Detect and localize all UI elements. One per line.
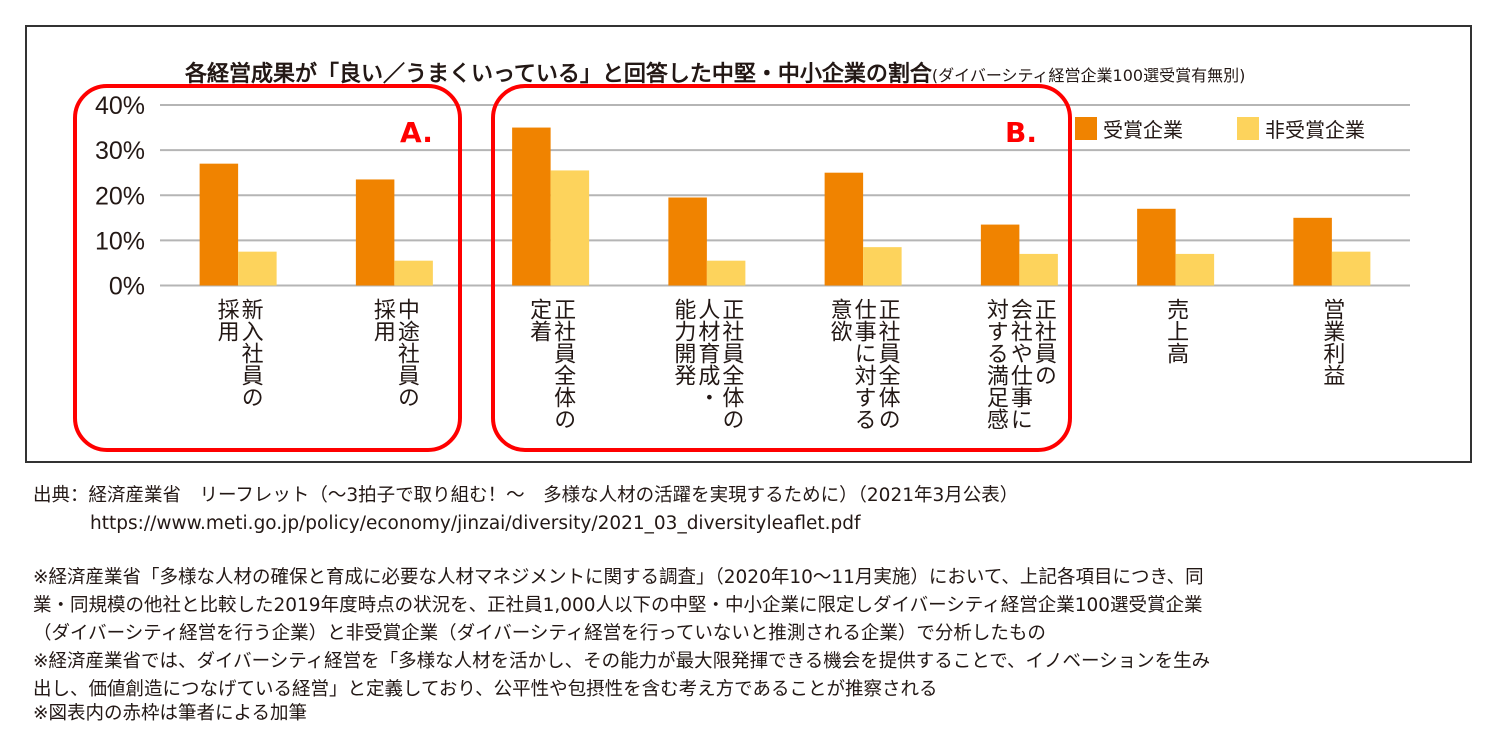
bar-non-award bbox=[1175, 253, 1215, 286]
legend-label: 非受賞企業 bbox=[1265, 118, 1365, 142]
x-category-label: 正社員全体の bbox=[875, 298, 901, 430]
note-3: （ダイバーシティ経営を行う企業）と非受賞企業（ダイバーシティ経営を行っていないと… bbox=[33, 623, 1046, 644]
x-category-label: 会社や仕事に bbox=[1007, 298, 1033, 430]
y-tick-label: 30% bbox=[95, 137, 145, 165]
bar-non-award bbox=[238, 251, 277, 286]
y-tick-label: 40% bbox=[95, 92, 145, 120]
note-5: 出し、価値創造につなげている経営」と定義しており、公平性や包摂性を含む考え方であ… bbox=[33, 679, 938, 700]
x-category-label: 営業利益 bbox=[1319, 298, 1345, 386]
annotation-label: A. bbox=[400, 116, 433, 149]
bar-award bbox=[355, 179, 395, 286]
bar-non-award bbox=[706, 260, 746, 286]
x-category-label: 能力開発 bbox=[670, 298, 696, 386]
bar-award bbox=[668, 197, 707, 286]
bar-award bbox=[512, 127, 551, 286]
bar-award bbox=[1293, 217, 1332, 286]
y-tick-label: 10% bbox=[95, 227, 145, 255]
legend-swatch bbox=[1237, 117, 1259, 140]
y-tick-label: 20% bbox=[95, 182, 145, 210]
x-category-label: 定着 bbox=[526, 298, 552, 342]
bar-non-award bbox=[394, 260, 433, 286]
annotation-box bbox=[73, 84, 462, 452]
x-category-label: 意欲 bbox=[827, 298, 853, 342]
x-category-label: 仕事に対する bbox=[851, 298, 877, 430]
x-category-label: 人材育成・ bbox=[694, 298, 720, 408]
title-main: 各経営成果が「良い／うまくいっている」と回答した中堅・中小企業の割合 bbox=[185, 62, 932, 87]
legend-swatch bbox=[1075, 117, 1097, 140]
annotation-box bbox=[491, 84, 1072, 452]
x-category-label: 正社員全体の bbox=[718, 298, 744, 430]
x-category-label: 売上高 bbox=[1163, 298, 1189, 364]
x-category-label: 中途社員の bbox=[394, 298, 420, 408]
x-category-label: 正社員の bbox=[1031, 298, 1057, 386]
bar-non-award bbox=[1331, 251, 1371, 286]
note-6: ※図表内の赤枠は筆者による加筆 bbox=[33, 703, 307, 724]
chart-title: 各経営成果が「良い／うまくいっている」と回答した中堅・中小企業の割合(ダイバーシ… bbox=[185, 56, 1245, 88]
legend-label: 受賞企業 bbox=[1103, 118, 1183, 142]
note-2: 業・同規模の他社と比較した2019年度時点の状況を、正社員1,000人以下の中堅… bbox=[33, 595, 1203, 616]
x-category-label: 採用 bbox=[214, 298, 240, 342]
x-category-label: 新入社員の bbox=[238, 298, 264, 408]
bar-award bbox=[1137, 208, 1176, 286]
bar-non-award bbox=[1019, 253, 1058, 286]
source-url[interactable]: https://www.meti.go.jp/policy/economy/ji… bbox=[90, 513, 861, 534]
x-category-label: 正社員全体の bbox=[550, 298, 576, 430]
y-tick-label: 0% bbox=[109, 273, 145, 301]
bar-non-award bbox=[550, 170, 590, 286]
title-sub: (ダイバーシティ経営企業100選受賞有無別) bbox=[931, 66, 1246, 85]
bar-award bbox=[199, 163, 239, 286]
annotation-label: B. bbox=[1005, 116, 1037, 149]
source-line-1: 出典：経済産業省 リーフレット（〜3拍子で取り組む！〜 多様な人材の活躍を実現す… bbox=[33, 485, 1019, 506]
chart-frame bbox=[25, 25, 1472, 463]
x-category-label: 対する満足感 bbox=[983, 298, 1009, 430]
note-4: ※経済産業省では、ダイバーシティ経営を「多様な人材を活かし、その能力が最大限発揮… bbox=[33, 651, 1211, 672]
bar-award bbox=[824, 172, 864, 286]
x-category-label: 採用 bbox=[370, 298, 396, 342]
note-1: ※経済産業省「多様な人材の確保と育成に必要な人材マネジメントに関する調査」（20… bbox=[33, 567, 1204, 588]
bar-non-award bbox=[863, 247, 902, 286]
bar-award bbox=[980, 224, 1020, 286]
